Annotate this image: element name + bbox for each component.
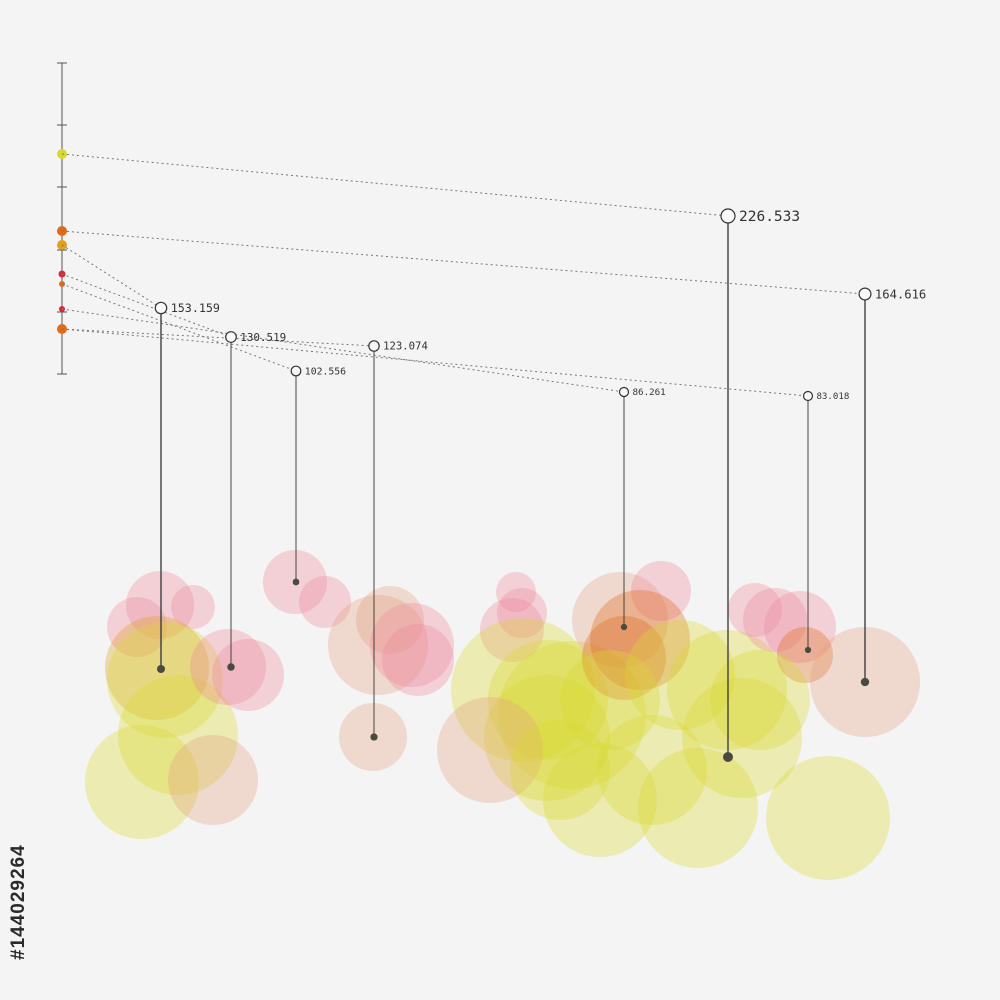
bubble-14	[370, 603, 454, 687]
bubble-13	[356, 586, 424, 654]
connector-7	[61, 328, 809, 397]
bubble-34	[764, 591, 836, 663]
bubble-33	[743, 588, 807, 652]
drop-anchor-0	[723, 752, 733, 762]
bubble-4	[107, 622, 223, 738]
connector-3	[61, 273, 232, 338]
drop-head-4	[368, 340, 380, 352]
bubble-2	[171, 585, 215, 629]
bubble-41	[543, 743, 657, 857]
bubble-cluster	[85, 550, 920, 880]
bubble-43	[597, 715, 707, 825]
stock-id-label: #144029264	[8, 760, 40, 960]
vertical-axis	[57, 62, 67, 375]
bubble-1	[107, 597, 167, 657]
bubble-21	[488, 640, 608, 760]
bubble-23	[484, 675, 610, 801]
bubble-7	[212, 639, 284, 711]
bubble-18	[497, 588, 547, 638]
bubble-24	[437, 697, 543, 803]
bubble-9	[168, 735, 258, 825]
drop-head-0	[720, 208, 736, 224]
drop-label-7: 83.018	[816, 392, 849, 402]
drop-label-2: 153.159	[171, 301, 220, 315]
dotted-connectors	[61, 153, 866, 397]
drop-anchor-6	[620, 623, 628, 631]
bubble-36	[682, 678, 802, 798]
connector-2	[61, 244, 162, 309]
drop-anchor-7	[804, 646, 812, 654]
bubble-28	[582, 616, 666, 700]
drop-anchor-1	[860, 677, 870, 687]
bubble-31	[667, 630, 787, 750]
drop-label-3: 130.519	[240, 331, 286, 344]
bubble-42	[510, 720, 610, 820]
bubble-40	[766, 756, 890, 880]
bubble-27	[590, 590, 690, 690]
drop-label-6: 86.261	[633, 387, 666, 398]
connector-5	[61, 283, 297, 372]
drop-label-4: 123.074	[383, 341, 428, 353]
bubble-15	[382, 624, 454, 696]
drop-head-2	[154, 301, 168, 315]
drop-label-0: 226.533	[739, 209, 800, 225]
bubble-35	[777, 627, 833, 683]
bubble-37	[710, 650, 810, 750]
drop-head-5	[290, 365, 302, 377]
bubble-19	[480, 598, 544, 662]
connector-6	[61, 308, 625, 393]
bubble-39	[638, 748, 758, 868]
drop-anchor-2	[156, 664, 166, 674]
drop-label-1: 164.616	[875, 287, 926, 301]
bubble-12	[328, 595, 428, 695]
drop-anchor-4	[370, 733, 378, 741]
bubble-11	[299, 576, 351, 628]
drop-head-6	[618, 386, 630, 398]
bubble-32	[728, 583, 782, 637]
bubble-25	[572, 572, 668, 668]
drop-label-5: 102.556	[305, 366, 346, 377]
drop-anchor-5	[292, 578, 300, 586]
bubble-3	[105, 616, 209, 720]
bubble-17	[496, 572, 536, 612]
connector-0	[61, 153, 729, 217]
connector-1	[61, 230, 866, 295]
drop-stems: 226.533 164.616 153.159 130.519 123.074 102.5…	[154, 208, 926, 762]
drop-head-3	[225, 331, 237, 343]
drop-anchor-3	[227, 663, 235, 671]
bubble-22	[498, 641, 646, 789]
drop-head-7	[802, 390, 814, 402]
bubble-29	[560, 650, 660, 750]
bubble-5	[118, 675, 238, 795]
stock-id-text: #144029264	[8, 844, 29, 960]
bubble-20	[451, 618, 595, 762]
bubble-8	[85, 725, 199, 839]
drop-head-1	[858, 287, 872, 301]
bubble-0	[126, 571, 194, 639]
connector-4	[61, 328, 375, 347]
bubble-26	[631, 561, 691, 621]
bubble-30	[625, 620, 735, 730]
